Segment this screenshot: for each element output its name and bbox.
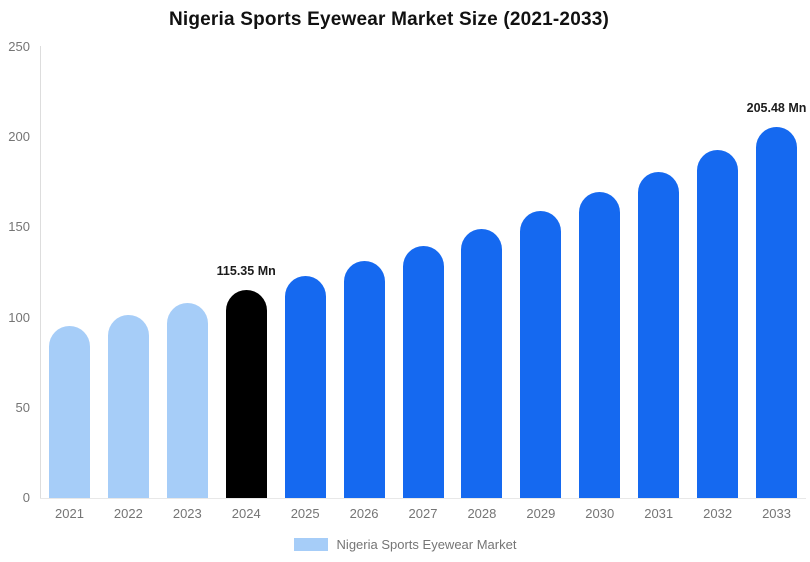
bar-2028 <box>461 229 503 498</box>
y-tick-50: 50 <box>15 399 30 415</box>
x-tick-2027: 2027 <box>408 506 438 521</box>
bar-2032 <box>697 150 739 498</box>
legend-label: Nigeria Sports Eyewear Market <box>336 537 517 552</box>
x-tick-2023: 2023 <box>172 506 202 521</box>
bar-2029 <box>520 211 562 498</box>
x-axis-line <box>40 498 806 499</box>
y-tick-250: 250 <box>8 39 30 54</box>
x-tick-2030: 2030 <box>585 506 615 521</box>
y-tick-200: 200 <box>8 129 30 145</box>
bar-2026 <box>343 261 385 498</box>
value-label-2024: 115.35 Mn <box>216 263 276 278</box>
bar-2024 <box>225 289 267 498</box>
x-tick-2021: 2021 <box>55 506 84 521</box>
bar-2030 <box>579 192 621 498</box>
x-tick-2029: 2029 <box>526 506 556 521</box>
x-tick-2028: 2028 <box>467 506 497 521</box>
bar-2027 <box>402 245 444 498</box>
x-tick-2024: 2024 <box>231 506 261 521</box>
x-tick-2032: 2032 <box>703 506 733 521</box>
bar-2021 <box>48 326 90 498</box>
bar-2023 <box>166 302 208 498</box>
x-tick-2025: 2025 <box>290 506 320 521</box>
legend-swatch <box>293 538 328 551</box>
bar-2031 <box>638 171 680 498</box>
bar-2025 <box>284 276 326 498</box>
x-tick-2026: 2026 <box>349 506 379 521</box>
y-tick-100: 100 <box>8 309 30 325</box>
y-tick-0: 0 <box>22 490 30 505</box>
chart-title: Nigeria Sports Eyewear Market Size (2021… <box>168 9 610 30</box>
bar-2022 <box>107 315 149 498</box>
x-tick-2031: 2031 <box>644 506 674 521</box>
y-axis-line <box>40 46 41 498</box>
y-tick-150: 150 <box>8 219 30 235</box>
value-label-2033: 205.48 Mn <box>746 101 807 116</box>
legend: Nigeria Sports Eyewear Market <box>0 537 810 552</box>
x-tick-2033: 2033 <box>762 506 791 521</box>
bar-2033 <box>756 127 798 498</box>
x-tick-2022: 2022 <box>113 506 143 521</box>
